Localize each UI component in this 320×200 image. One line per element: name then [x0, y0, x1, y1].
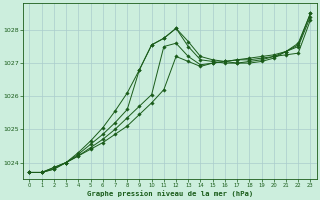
- X-axis label: Graphe pression niveau de la mer (hPa): Graphe pression niveau de la mer (hPa): [87, 190, 253, 197]
